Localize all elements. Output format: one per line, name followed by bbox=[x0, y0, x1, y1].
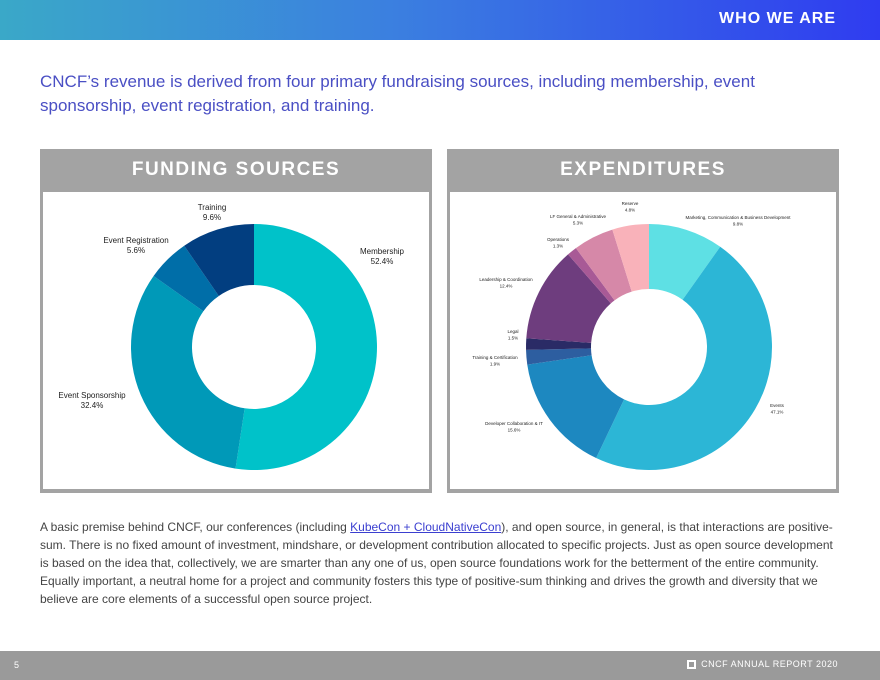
cncf-logo-icon bbox=[687, 659, 697, 669]
slice-lf-general-and-administrative bbox=[575, 229, 632, 301]
label-membership: Membership bbox=[360, 247, 405, 256]
label-reserve: Reserve bbox=[622, 201, 639, 206]
value-label-lf-general-and-administrative: 5.3% bbox=[573, 221, 583, 226]
value-label-reserve: 4.8% bbox=[625, 208, 635, 213]
body-paragraph: A basic premise behind CNCF, our confere… bbox=[40, 518, 840, 608]
value-label-leadership-and-coordination: 12.4% bbox=[500, 284, 513, 289]
label-event-sponsorship: Event Sponsorship bbox=[58, 391, 126, 400]
slice-membership bbox=[235, 224, 378, 471]
expenditures-title: EXPENDITURES bbox=[560, 159, 726, 180]
expenditures-panel: EXPENDITURES Marketing, Communication & … bbox=[447, 149, 839, 493]
label-training: Training bbox=[198, 203, 227, 212]
slice-marketing-communication-and-business-development bbox=[649, 224, 721, 300]
body-text-end: ), and open source, in general, is that … bbox=[40, 520, 833, 606]
footer-bar: 5 CNCF ANNUAL REPORT 2020 bbox=[0, 651, 880, 680]
label-training-and-certification: Training & Certification bbox=[472, 355, 518, 360]
section-title: WHO WE ARE bbox=[719, 10, 836, 27]
label-events: Events bbox=[770, 403, 785, 408]
slice-legal bbox=[526, 338, 592, 350]
slice-events bbox=[596, 246, 772, 470]
slice-operations bbox=[568, 248, 615, 304]
value-label-developer-collaboration-and-it: 15.6% bbox=[508, 428, 521, 433]
slice-developer-collaboration-and-it bbox=[527, 355, 625, 459]
page-number: 5 bbox=[14, 660, 20, 670]
value-label-membership: 52.4% bbox=[371, 257, 394, 266]
value-label-operations: 1.3% bbox=[553, 244, 563, 249]
slice-event-registration bbox=[153, 245, 219, 312]
label-operations: Operations bbox=[547, 237, 570, 242]
value-label-event-sponsorship: 32.4% bbox=[81, 401, 104, 410]
slice-training-and-certification bbox=[526, 348, 592, 365]
slice-leadership-and-coordination bbox=[526, 254, 611, 343]
funding-chart-area: Membership 52.4% Event Sponsorship 32.4% Eve… bbox=[43, 192, 429, 489]
value-label-training: 9.6% bbox=[203, 213, 221, 222]
label-legal: Legal bbox=[507, 329, 518, 334]
slice-reserve bbox=[612, 224, 649, 292]
funding-sources-title: FUNDING SOURCES bbox=[131, 159, 341, 180]
intro-paragraph: CNCF’s revenue is derived from four prim… bbox=[40, 72, 755, 115]
value-label-legal: 1.5% bbox=[508, 336, 518, 341]
kubecon-link[interactable]: KubeCon + CloudNativeCon bbox=[350, 520, 502, 534]
slice-training bbox=[184, 224, 254, 296]
value-label-training-and-certification: 1.9% bbox=[490, 362, 500, 367]
value-label-event-registration: 5.6% bbox=[127, 246, 145, 255]
value-label-marketing-communication-and-business-development: 9.8% bbox=[733, 222, 743, 227]
label-event-registration: Event Registration bbox=[103, 236, 168, 245]
slice-event-sponsorship bbox=[131, 275, 245, 469]
value-label-events: 47.1% bbox=[771, 410, 784, 415]
label-leadership-and-coordination: Leadership & Coordination bbox=[479, 277, 533, 282]
label-marketing-communication-and-business-development: Marketing, Communication & Business Deve… bbox=[685, 215, 791, 220]
label-developer-collaboration-and-it: Developer Collaboration & IT bbox=[485, 421, 543, 426]
expenditures-donut-chart: Marketing, Communication & Business Deve… bbox=[472, 201, 791, 470]
funding-sources-panel: FUNDING SOURCES Membership 52.4% Event Spo… bbox=[40, 149, 432, 493]
top-banner: WHO WE ARE bbox=[0, 0, 880, 40]
body-text-start: A basic premise behind CNCF, our confere… bbox=[40, 520, 351, 534]
label-lf-general-and-administrative: LF General & Administrative bbox=[550, 214, 607, 219]
expenditures-chart-area: Marketing, Communication & Business Deve… bbox=[450, 192, 836, 489]
footer-report-label: CNCF ANNUAL REPORT 2020 bbox=[687, 659, 838, 669]
report-label-text: CNCF ANNUAL REPORT 2020 bbox=[701, 659, 838, 669]
